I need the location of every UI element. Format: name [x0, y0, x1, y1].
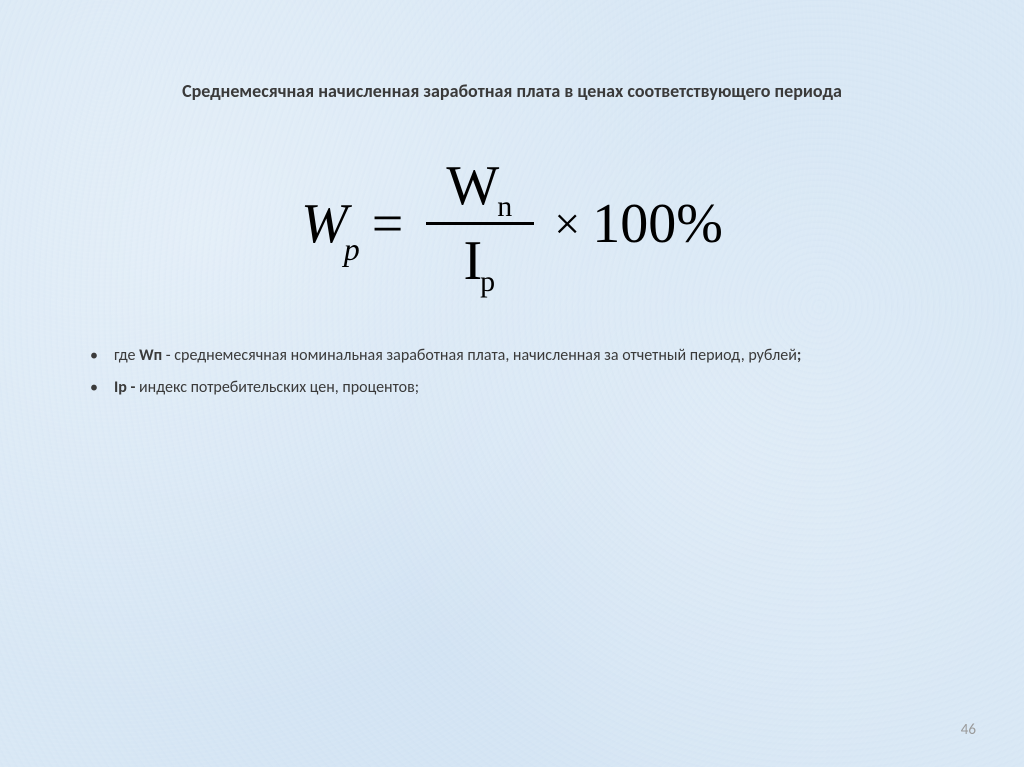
- slide-content: Среднемесячная начисленная заработная пл…: [0, 0, 1024, 767]
- denominator-sub: p: [480, 265, 495, 299]
- list-item: где Wп - среднемесячная номинальная зара…: [90, 345, 964, 367]
- slide-title: Среднемесячная начисленная заработная пл…: [60, 80, 964, 102]
- page-number: 46: [961, 721, 976, 739]
- list-item: Ip - индекс потребительских цен, процент…: [90, 377, 964, 399]
- numerator-sub: n: [497, 190, 512, 224]
- formula-hundred: 100%: [592, 192, 723, 256]
- numerator-var: W: [446, 154, 499, 218]
- bullet-prefix: где: [114, 346, 139, 365]
- bullet-bold: Wп: [139, 346, 162, 365]
- bullet-rest: - среднемесячная номинальная заработная …: [162, 346, 797, 365]
- formula-sub-p: p: [344, 231, 360, 268]
- formula-fraction: W n I p: [426, 152, 534, 295]
- formula-container: W p = W n I p × 100%: [60, 152, 964, 295]
- formula-denominator: I p: [443, 227, 517, 295]
- formula-var-w: W: [301, 192, 348, 256]
- bullet-rest: индекс потребительских цен, процентов;: [135, 378, 419, 397]
- formula-left-side: W p: [301, 192, 364, 256]
- bullet-bold: Ip -: [114, 378, 135, 397]
- formula-numerator: W n: [426, 152, 534, 220]
- definition-list: где Wп - среднемесячная номинальная зара…: [60, 345, 964, 400]
- fraction-line: [426, 222, 534, 225]
- formula-times: ×: [554, 197, 580, 250]
- formula-equals: =: [372, 192, 404, 256]
- bullet-suffix: ;: [797, 346, 801, 365]
